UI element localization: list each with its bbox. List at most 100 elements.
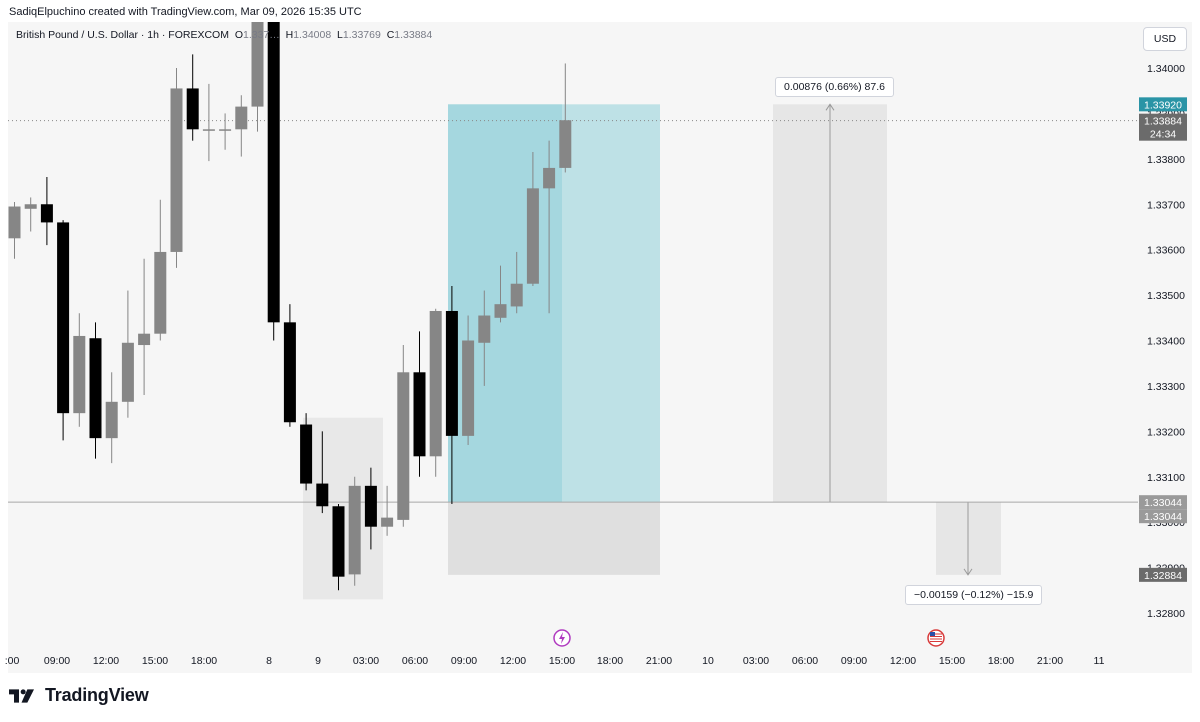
x-tick-label: 03:00 xyxy=(353,655,379,667)
x-tick-label: 12:00 xyxy=(500,655,526,667)
candle-body xyxy=(73,335,86,414)
last-price-badge xyxy=(1139,113,1187,128)
x-tick-label: 9 xyxy=(315,655,321,667)
x-tick-label: 06:00 xyxy=(792,655,818,667)
x-tick-label: 10 xyxy=(702,655,714,667)
symbol-legend: British Pound / U.S. Dollar · 1h · FOREX… xyxy=(16,29,432,41)
candle-body xyxy=(397,372,410,520)
measure-down-label: −0.00159 (−0.12%) −15.9 xyxy=(905,585,1043,605)
y-tick-label: 1.33800 xyxy=(1147,154,1185,166)
measure-up-label: 0.00876 (0.66%) 87.6 xyxy=(775,77,894,97)
flag-canton xyxy=(930,632,935,636)
candle-body xyxy=(202,129,215,131)
x-tick-label: 12:00 xyxy=(890,655,916,667)
y-tick-label: 1.33200 xyxy=(1147,426,1185,438)
tradingview-logo[interactable]: TradingView xyxy=(9,685,149,706)
target-price-badge-text: 1.33920 xyxy=(1144,99,1182,111)
target-zone-filled xyxy=(448,104,562,503)
y-tick-label: 1.34000 xyxy=(1147,63,1185,75)
y-tick-label: 1.33300 xyxy=(1147,381,1185,393)
candle-body xyxy=(235,106,248,130)
close-value: 1.33884 xyxy=(394,29,433,41)
x-tick-label: 8 xyxy=(266,655,272,667)
candle-body xyxy=(57,222,70,414)
entry-price-badge-2-text: 1.33044 xyxy=(1144,511,1182,523)
target-price-badge xyxy=(1139,97,1187,112)
candle-body xyxy=(364,485,377,527)
tradingview-logo-text: TradingView xyxy=(45,685,149,705)
y-tick-label: 1.33100 xyxy=(1147,472,1185,484)
x-tick-label: 18:00 xyxy=(988,655,1014,667)
x-tick-label: 15:00 xyxy=(939,655,965,667)
candle-body xyxy=(348,485,361,575)
candle-body xyxy=(8,206,21,239)
open-label: O xyxy=(234,29,243,41)
open-value: 1.337… xyxy=(243,29,280,41)
candle-body xyxy=(429,310,442,457)
countdown-badge-text: 24:34 xyxy=(1150,129,1176,141)
candle-body xyxy=(526,188,539,284)
x-tick-label: 06:00 xyxy=(402,655,428,667)
candle-body xyxy=(40,204,53,223)
x-tick-label: 09:00 xyxy=(841,655,867,667)
candle-body xyxy=(559,120,572,168)
candle-body xyxy=(413,372,426,457)
candle-body xyxy=(24,204,37,209)
candle-body xyxy=(494,304,507,318)
candle-body xyxy=(121,342,134,402)
candle-body xyxy=(138,333,151,346)
stop-price-badge xyxy=(1139,567,1187,582)
candle-body xyxy=(462,340,475,436)
candle-body xyxy=(267,22,280,323)
x-tick-label: 11 xyxy=(1094,655,1105,667)
x-tick-label: 18:00 xyxy=(191,655,217,667)
y-tick-label: 1.33500 xyxy=(1147,290,1185,302)
high-label: H xyxy=(285,29,294,41)
entry-price-badge-text: 1.33044 xyxy=(1144,497,1182,509)
candle-body xyxy=(105,401,118,439)
countdown-badge xyxy=(1139,126,1187,141)
x-tick-label: 21:00 xyxy=(646,655,672,667)
tradingview-logo-icon xyxy=(9,688,34,703)
x-tick-label: 21:00 xyxy=(1037,655,1063,667)
x-tick-label: 03:00 xyxy=(743,655,769,667)
entry-price-badge xyxy=(1139,495,1187,510)
y-tick-label: 1.32800 xyxy=(1147,608,1185,620)
x-tick-label: 09:00 xyxy=(44,655,70,667)
stop-price-badge-text: 1.32884 xyxy=(1144,570,1182,582)
high-value: 1.34008 xyxy=(293,29,332,41)
x-tick-label: 15:00 xyxy=(142,655,168,667)
y-tick-label: 1.33700 xyxy=(1147,199,1185,211)
x-tick-label: 12:00 xyxy=(93,655,119,667)
candle-body xyxy=(332,506,345,577)
candle-body xyxy=(170,88,183,252)
candle-body xyxy=(543,167,556,189)
x-tick-label: 18:00 xyxy=(597,655,623,667)
y-tick-label: 1.33400 xyxy=(1147,336,1185,348)
currency-button[interactable]: USD xyxy=(1143,27,1187,51)
candle-body xyxy=(186,88,199,130)
candle-body xyxy=(283,322,296,423)
measure-up-arrowhead xyxy=(825,103,835,111)
candle-body xyxy=(381,517,394,527)
measure-down-arrowhead xyxy=(963,568,973,576)
candle-body xyxy=(154,251,167,334)
plot-layer xyxy=(8,22,1138,600)
candle-body xyxy=(316,483,329,507)
candle-body xyxy=(219,129,232,131)
chart-credit: SadiqElpuchino created with TradingView.… xyxy=(9,6,362,18)
candle-body xyxy=(445,310,458,436)
last-price-badge-text: 1.33884 xyxy=(1144,116,1182,128)
candle-body xyxy=(300,424,313,484)
x-tick-label: 09:00 xyxy=(451,655,477,667)
x-tick-label: 15:00 xyxy=(549,655,575,667)
low-value: 1.33769 xyxy=(342,29,381,41)
lightning-icon xyxy=(559,632,565,644)
x-tick-label: :00 xyxy=(5,655,20,667)
candle-body xyxy=(510,283,523,307)
candle-body xyxy=(251,22,264,107)
candle-body xyxy=(89,338,102,439)
candle-body xyxy=(478,315,491,343)
symbol-title[interactable]: British Pound / U.S. Dollar · 1h · FOREX… xyxy=(16,29,229,41)
